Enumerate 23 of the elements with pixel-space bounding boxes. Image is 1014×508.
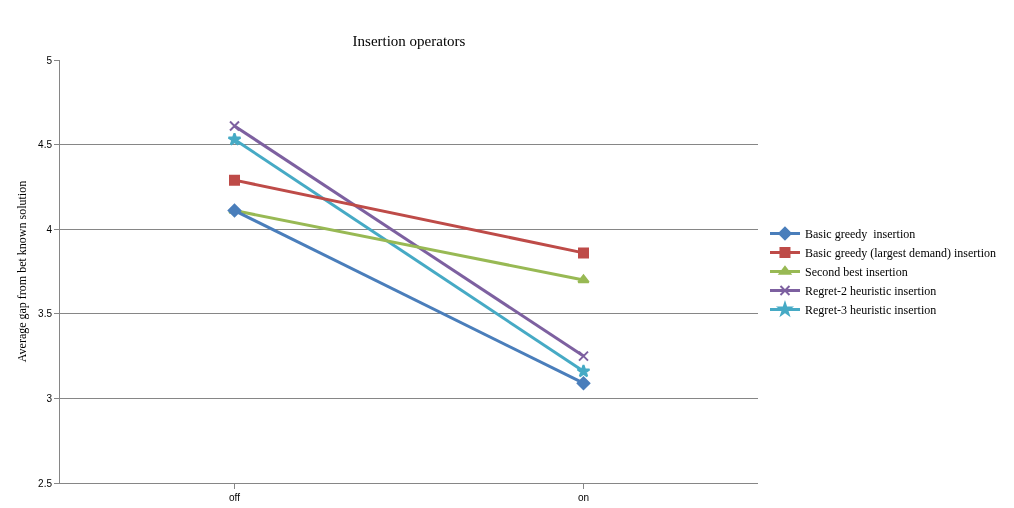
legend-label: Regret-2 heuristic insertion — [804, 284, 937, 299]
x-tick-label: on — [577, 492, 590, 503]
y-tick-label: 2.5 — [38, 477, 53, 489]
y-tick-label: 4.5 — [38, 139, 53, 151]
y-tick-label: 4 — [46, 223, 53, 235]
legend-label: Basic greedy (largest demand) insertion — [804, 246, 997, 261]
point — [229, 174, 240, 186]
y-tick-label: 3.5 — [38, 308, 53, 320]
legend-label: Second best insertion — [804, 265, 908, 280]
point — [227, 203, 242, 218]
y-axis-title: Average gap from bet known solution — [15, 180, 29, 363]
x-tick-label: off — [229, 492, 241, 503]
point — [227, 132, 242, 146]
y-tick-label: 5 — [46, 54, 53, 66]
point — [229, 120, 240, 132]
point — [576, 376, 591, 391]
chart-title: Insertion operators — [352, 33, 466, 50]
y-tick-label: 3 — [46, 392, 53, 404]
legend-label: Regret-3 heuristic insertion — [804, 303, 937, 318]
point — [576, 364, 591, 378]
legend-label: Basic greedy insertion — [804, 227, 916, 242]
point — [578, 350, 589, 362]
point — [578, 247, 589, 259]
